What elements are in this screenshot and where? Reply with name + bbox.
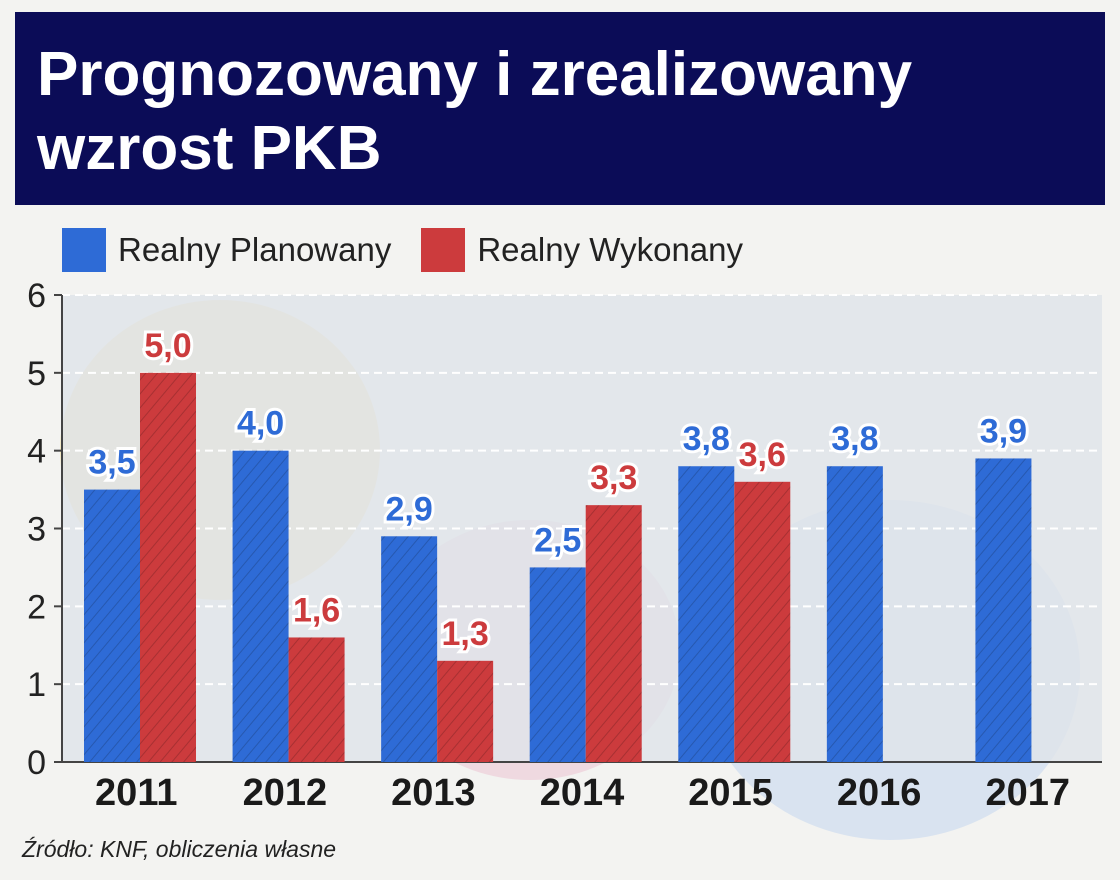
data-label-actual: 1,3: [442, 615, 489, 653]
data-label-planned: 3,5: [88, 444, 135, 482]
bar-planned: [529, 567, 586, 762]
bar-actual: [288, 637, 345, 762]
data-label-planned: 2,9: [386, 490, 433, 528]
legend-label-planned: Realny Planowany: [118, 231, 392, 268]
bar-planned: [826, 466, 883, 762]
source-note: Źródło: KNF, obliczenia własne: [22, 836, 337, 862]
legend-label-actual: Realny Wykonany: [477, 231, 744, 268]
legend-item-actual: Realny Wykonany: [421, 228, 743, 272]
chart-title: Prognozowany i zrealizowany wzrost PKB: [37, 40, 913, 183]
data-label-actual: 1,6: [293, 591, 340, 629]
data-label-planned: 3,8: [683, 420, 730, 458]
bar-planned: [84, 489, 140, 762]
bar-planned: [678, 466, 735, 762]
bar-actual: [585, 505, 642, 762]
data-label-planned: 4,0: [237, 405, 284, 443]
legend: Realny Planowany Realny Wykonany: [62, 228, 773, 272]
bar-planned: [975, 458, 1032, 762]
y-tick-label: 3: [27, 511, 46, 549]
legend-swatch-actual: [421, 228, 466, 272]
x-tick-label: 2014: [540, 772, 625, 814]
y-tick-label: 5: [27, 355, 46, 393]
legend-item-planned: Realny Planowany: [62, 228, 391, 272]
bar-actual: [734, 481, 791, 762]
x-tick-label: 2011: [95, 772, 177, 814]
y-tick-label: 2: [27, 588, 46, 626]
title-banner: Prognozowany i zrealizowany wzrost PKB: [15, 12, 1105, 205]
y-tick-label: 6: [27, 277, 46, 315]
bar-planned: [381, 536, 438, 762]
data-label-planned: 3,9: [980, 412, 1027, 450]
bar-actual: [140, 372, 196, 762]
data-label-actual: 3,6: [739, 436, 786, 474]
y-tick-label: 0: [27, 744, 46, 782]
x-tick-label: 2013: [391, 772, 476, 814]
y-tick-label: 1: [27, 666, 46, 704]
bar-planned: [232, 450, 289, 762]
x-tick-label: 2017: [985, 772, 1070, 814]
legend-swatch-planned: [62, 228, 106, 272]
data-label-actual: 5,0: [144, 327, 191, 365]
bar-actual: [437, 660, 494, 762]
y-tick-label: 4: [27, 433, 46, 471]
bar-chart: 0 1 2 3 4 5 6 3,5 5,0 2011 4,0 1,6 2012 2,9 1,3 2013 2,5…: [27, 277, 1102, 814]
x-tick-label: 2016: [837, 772, 922, 814]
x-tick-label: 2012: [243, 772, 328, 814]
data-label-actual: 3,3: [590, 459, 637, 497]
data-label-planned: 2,5: [534, 521, 581, 559]
data-label-planned: 3,8: [831, 420, 878, 458]
x-tick-label: 2015: [688, 772, 773, 814]
